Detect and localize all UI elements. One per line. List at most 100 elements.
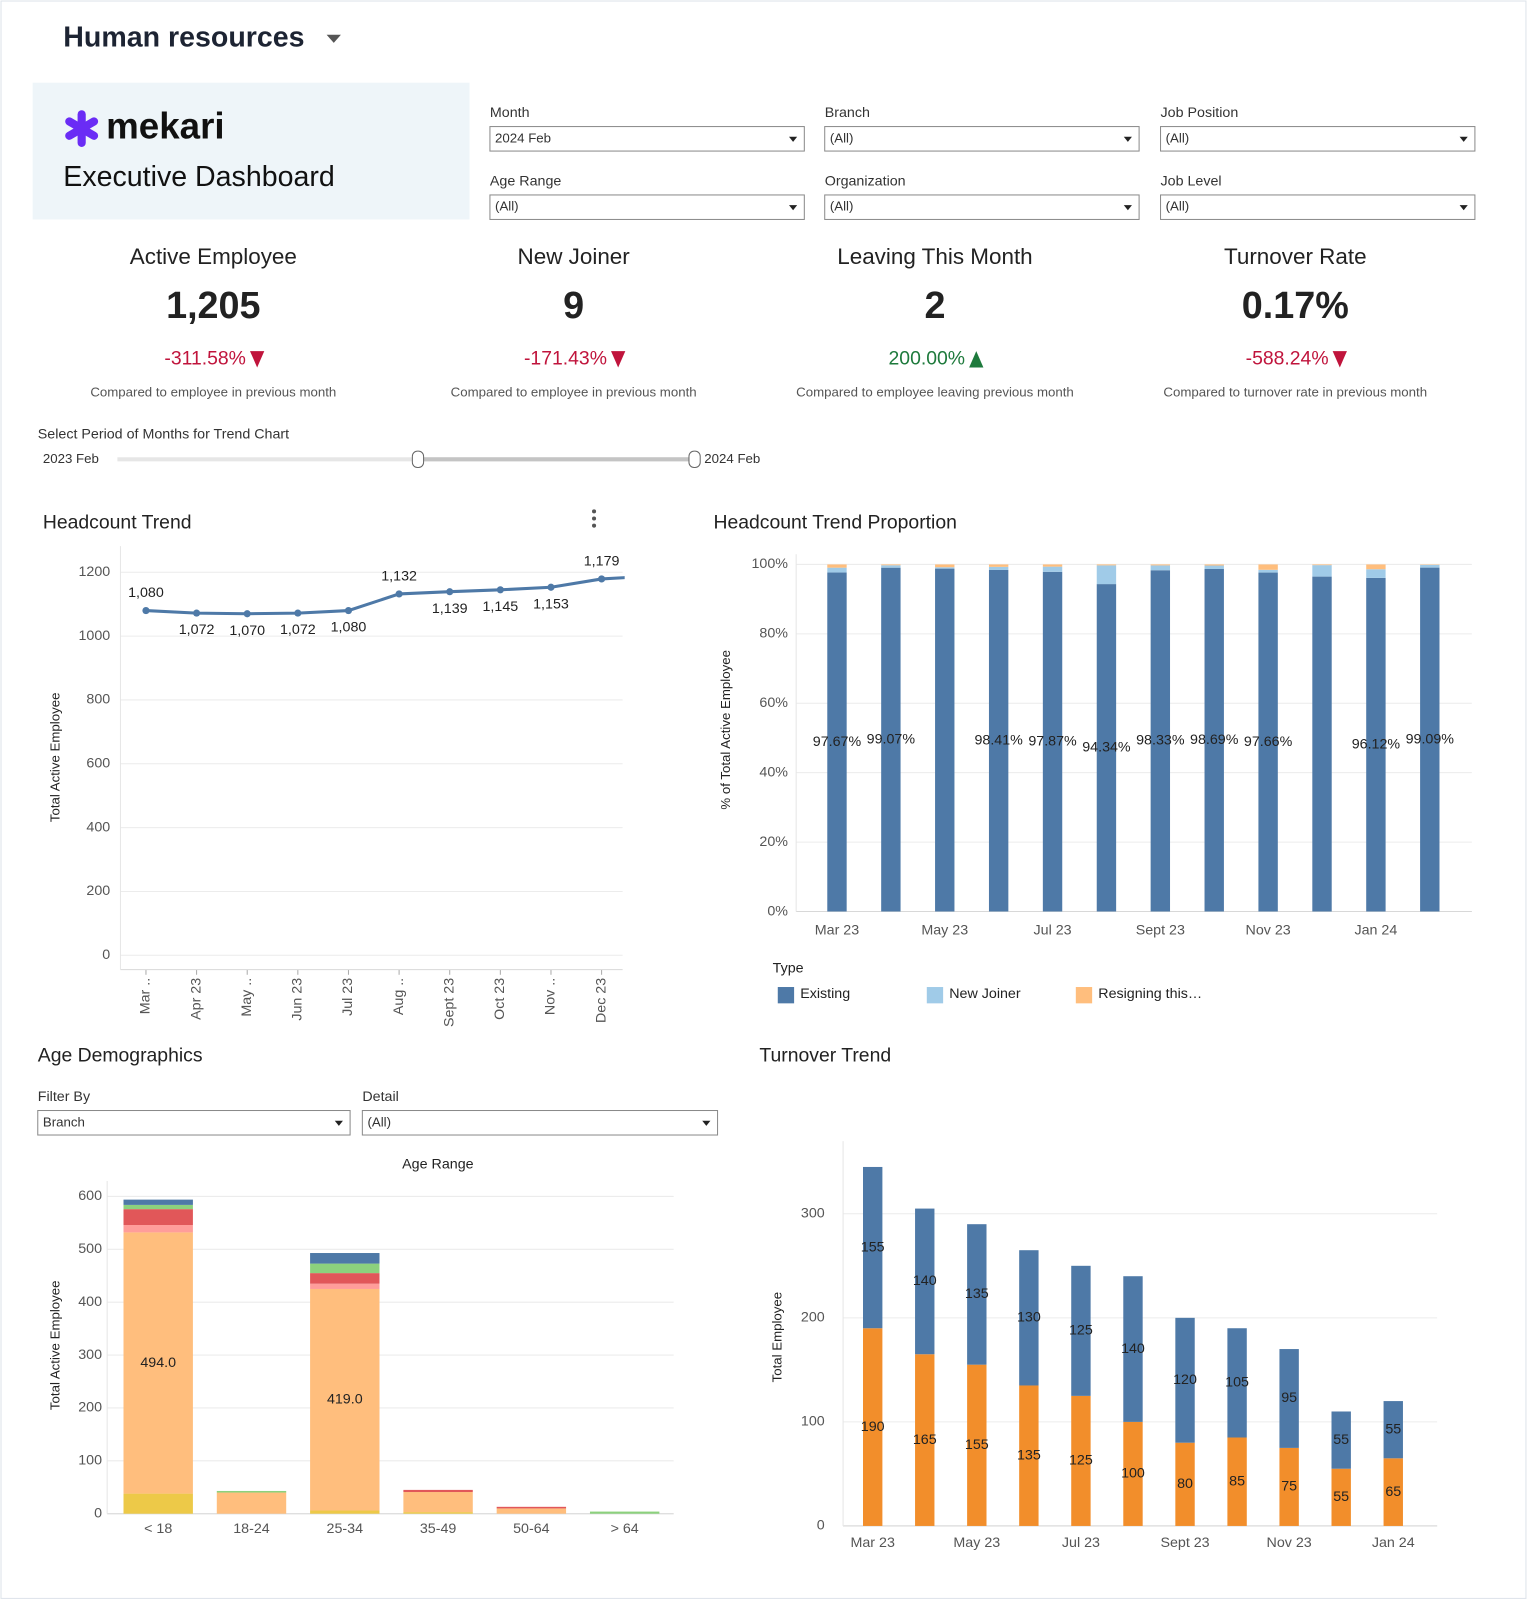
bar-segment xyxy=(1258,564,1278,570)
bar-segment xyxy=(1096,564,1117,566)
filter-value: 2024 Feb xyxy=(495,130,551,145)
bar-segment xyxy=(1366,564,1386,570)
filter-select[interactable] xyxy=(1160,194,1476,220)
slider-end: 2024 Feb xyxy=(704,451,760,466)
filter-value: (All) xyxy=(495,199,519,214)
kpi-note: Compared to employee in previous month xyxy=(90,384,336,399)
data-label: 105 xyxy=(1225,1375,1249,1391)
dropdown-arrow xyxy=(702,1120,711,1126)
kpi-note: Compared to employee in previous month xyxy=(451,384,697,399)
filter-select[interactable] xyxy=(1160,126,1476,152)
data-label: 97.87% xyxy=(1028,733,1077,749)
bar-segment xyxy=(1042,571,1063,912)
x-axis-title: Age Range xyxy=(402,1156,473,1172)
data-label: 98.41% xyxy=(974,732,1023,748)
filter-select[interactable] xyxy=(824,126,1140,152)
x-tick-label: Mar 23 xyxy=(850,1535,894,1551)
filter-value: (All) xyxy=(830,130,854,145)
data-label: 1,072 xyxy=(280,622,316,638)
data-label: 55 xyxy=(1333,1489,1349,1505)
data-label: 75 xyxy=(1281,1479,1297,1495)
data-point xyxy=(344,606,353,615)
bar-segment xyxy=(216,1492,287,1514)
bar-segment xyxy=(1279,1447,1299,1526)
legend-label: New Joiner xyxy=(949,986,1021,1002)
y-tick-label: 80% xyxy=(759,626,788,642)
x-tick-label: > 64 xyxy=(611,1521,639,1537)
y-tick-label: 600 xyxy=(86,756,110,772)
x-tick-label: Nov 23 xyxy=(1246,923,1291,939)
data-label: 155 xyxy=(861,1239,885,1255)
bar-segment xyxy=(1204,565,1224,569)
slider-label: Select Period of Months for Trend Chart xyxy=(38,427,289,443)
slider-handle[interactable] xyxy=(411,450,425,468)
kpi-note: Compared to turnover rate in previous mo… xyxy=(1163,384,1427,399)
title-caret[interactable] xyxy=(326,34,341,43)
x-tick-label: Nov .. xyxy=(543,978,559,1015)
bar-segment xyxy=(881,564,901,566)
y-tick-label: 200 xyxy=(86,883,110,899)
legend-label: Existing xyxy=(800,986,850,1002)
data-point xyxy=(496,586,504,594)
y-tick-label: 100 xyxy=(801,1414,825,1430)
bar-segment xyxy=(1383,1458,1403,1526)
y-tick-label: 1200 xyxy=(78,564,110,580)
bar-segment xyxy=(589,1511,660,1514)
bar-segment xyxy=(123,1493,193,1514)
bar-segment xyxy=(403,1492,473,1513)
brand-subtitle: Executive Dashboard xyxy=(63,161,335,193)
data-label: 1,179 xyxy=(584,553,620,569)
slider-start: 2023 Feb xyxy=(43,451,99,466)
more-menu[interactable] xyxy=(592,509,597,528)
x-tick-label: Jul 23 xyxy=(1034,923,1072,939)
data-label: 120 xyxy=(1173,1372,1197,1388)
filter-value: (All) xyxy=(367,1114,391,1129)
bar-segment xyxy=(1204,564,1224,566)
y-tick-label: 600 xyxy=(78,1188,102,1204)
data-label: 55 xyxy=(1333,1432,1349,1448)
filter-value: (All) xyxy=(1166,130,1190,145)
kpi-title: Leaving This Month xyxy=(837,244,1032,269)
data-point xyxy=(547,583,555,591)
y-tick-label: 500 xyxy=(78,1241,102,1257)
legend-title: Type xyxy=(773,960,804,976)
slider-track xyxy=(117,457,695,462)
data-point xyxy=(446,588,454,596)
bar-segment xyxy=(1096,584,1117,912)
data-point xyxy=(598,575,606,583)
data-label: 1,153 xyxy=(533,596,569,612)
filter-label: Job Level xyxy=(1161,173,1222,189)
data-label: 130 xyxy=(1017,1310,1041,1326)
x-tick-label: Jan 24 xyxy=(1372,1535,1415,1551)
data-label: 1,072 xyxy=(179,622,215,638)
brand-logo xyxy=(65,110,99,147)
data-label: 165 xyxy=(913,1432,937,1448)
chart-title: Headcount Trend Proportion xyxy=(713,512,956,534)
filter-select[interactable] xyxy=(824,194,1140,220)
chart-title: Age Demographics xyxy=(38,1045,203,1067)
filter-select[interactable] xyxy=(489,194,805,220)
bar-segment xyxy=(1175,1317,1195,1443)
kpi-value: 9 xyxy=(563,285,584,327)
slider-handle[interactable] xyxy=(688,450,701,468)
kpi-title: New Joiner xyxy=(518,244,631,269)
filter-label: Age Range xyxy=(490,173,561,189)
bar-segment xyxy=(827,572,847,912)
y-tick-label: 40% xyxy=(759,764,788,780)
bar-segment xyxy=(1150,565,1171,571)
x-tick-label: Sept 23 xyxy=(1160,1535,1209,1551)
data-label: 97.66% xyxy=(1244,734,1293,750)
filter-select[interactable] xyxy=(37,1110,351,1136)
filter-select[interactable] xyxy=(489,126,805,152)
data-label: 85 xyxy=(1229,1473,1245,1489)
filter-value: Branch xyxy=(43,1114,85,1129)
y-tick-label: 800 xyxy=(86,692,110,708)
filter-select[interactable] xyxy=(361,1110,719,1136)
data-label: 80 xyxy=(1177,1476,1193,1492)
bar-segment xyxy=(1366,569,1386,578)
filter-label: Detail xyxy=(362,1089,398,1105)
x-tick-label: Sept 23 xyxy=(441,978,457,1027)
x-tick-label: Apr 23 xyxy=(188,978,204,1020)
bar-segment xyxy=(216,1490,287,1493)
